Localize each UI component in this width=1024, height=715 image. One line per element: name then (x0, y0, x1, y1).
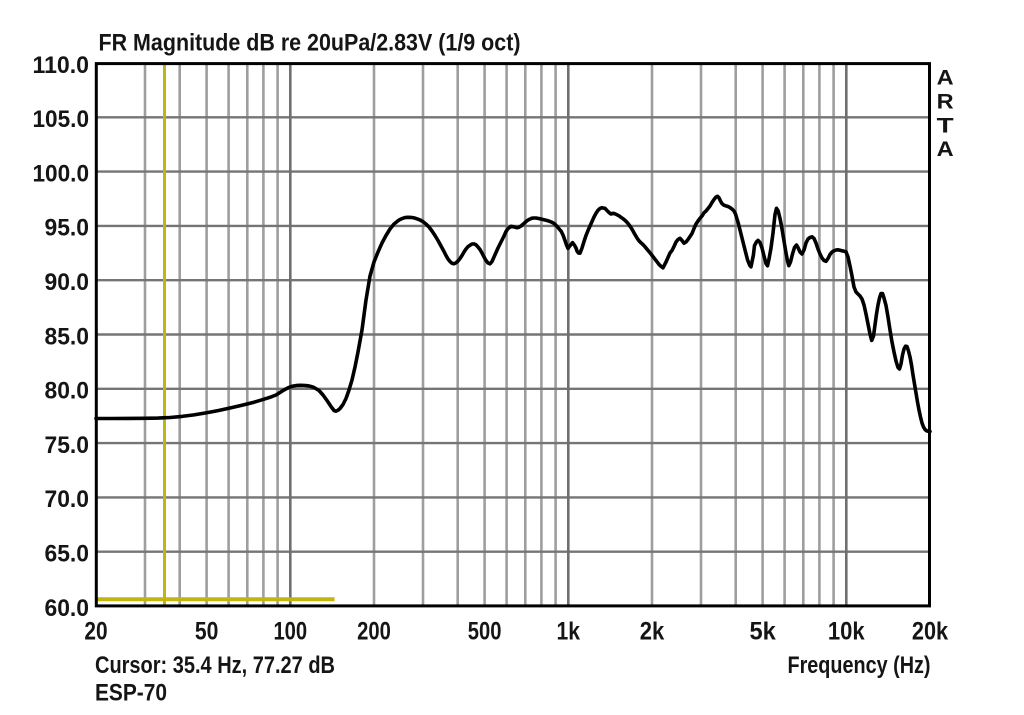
svg-text:85.0: 85.0 (45, 323, 90, 350)
svg-text:R: R (937, 90, 955, 114)
svg-text:Cursor: 35.4 Hz, 77.27 dB: Cursor: 35.4 Hz, 77.27 dB (95, 652, 335, 679)
svg-text:95.0: 95.0 (45, 215, 90, 242)
svg-text:65.0: 65.0 (45, 541, 90, 568)
svg-text:10k: 10k (828, 618, 865, 646)
svg-text:1k: 1k (557, 618, 581, 646)
svg-text:75.0: 75.0 (45, 432, 90, 459)
svg-text:70.0: 70.0 (45, 486, 90, 513)
svg-text:20: 20 (84, 618, 107, 646)
svg-text:500: 500 (468, 618, 502, 646)
svg-text:100.0: 100.0 (33, 160, 90, 187)
svg-text:105.0: 105.0 (33, 106, 90, 133)
svg-text:ESP-70: ESP-70 (95, 680, 167, 707)
svg-text:200: 200 (357, 618, 391, 646)
svg-text:FR Magnitude dB re 20uPa/2.83V: FR Magnitude dB re 20uPa/2.83V (1/9 oct) (99, 30, 521, 57)
svg-text:80.0: 80.0 (45, 378, 90, 405)
svg-text:A: A (937, 66, 954, 90)
svg-text:100: 100 (273, 618, 307, 646)
svg-text:5k: 5k (749, 618, 775, 646)
svg-text:A: A (937, 137, 954, 161)
svg-text:Frequency (Hz): Frequency (Hz) (788, 652, 931, 679)
svg-text:20k: 20k (912, 618, 948, 646)
svg-text:T: T (937, 113, 954, 137)
svg-text:2k: 2k (640, 618, 665, 646)
svg-text:110.0: 110.0 (33, 52, 90, 79)
svg-text:60.0: 60.0 (45, 595, 90, 622)
svg-text:50: 50 (195, 618, 219, 646)
svg-text:90.0: 90.0 (45, 269, 90, 296)
